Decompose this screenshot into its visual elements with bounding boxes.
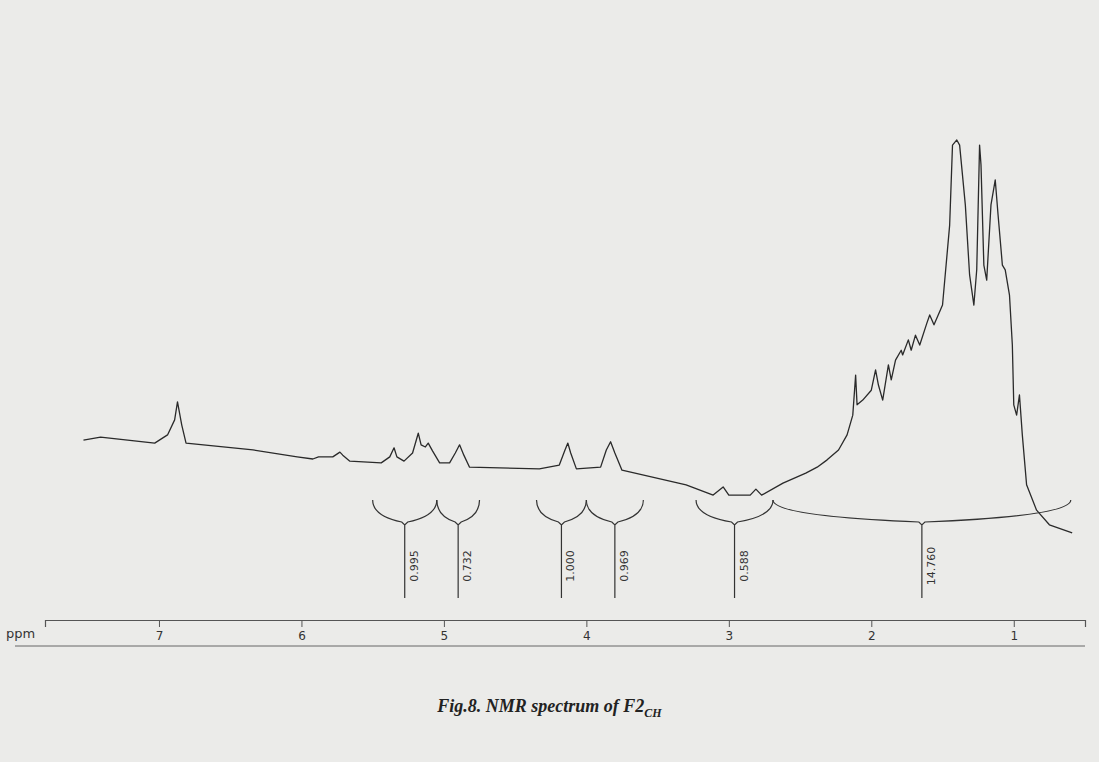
integral-label: 0.969 bbox=[618, 550, 631, 582]
integral-bracket bbox=[537, 500, 587, 598]
tick-mark bbox=[301, 620, 302, 627]
tick: 6 bbox=[298, 620, 306, 643]
caption-subscript: CH bbox=[644, 706, 662, 720]
axis-title: ppm bbox=[6, 626, 35, 641]
tick: 1 bbox=[1010, 620, 1018, 643]
tick: 2 bbox=[868, 620, 876, 643]
integral-bracket bbox=[437, 500, 480, 598]
tick-label: 2 bbox=[868, 629, 876, 643]
tick: 7 bbox=[156, 620, 164, 643]
integral-label: 1.000 bbox=[564, 550, 577, 582]
tick-mark bbox=[1014, 620, 1015, 627]
axis-line bbox=[46, 621, 1086, 628]
integral-label: 0.732 bbox=[461, 550, 474, 582]
tick-label: 1 bbox=[1010, 629, 1018, 643]
tick-label: 3 bbox=[726, 629, 734, 643]
plot-area bbox=[83, 140, 1072, 533]
axis-rule bbox=[15, 646, 1085, 647]
tick-mark bbox=[871, 620, 872, 627]
integral-bracket bbox=[696, 500, 773, 598]
integral-bracket bbox=[373, 500, 437, 598]
integrals: 0.995 0.732 1.000 0.969 0.588 14.760 bbox=[373, 500, 1071, 598]
tick-label: 6 bbox=[298, 629, 306, 643]
tick-mark bbox=[444, 620, 445, 627]
tick-mark bbox=[729, 620, 730, 627]
tick-label: 4 bbox=[583, 629, 591, 643]
tick: 3 bbox=[726, 620, 734, 643]
tick-label: 7 bbox=[156, 629, 164, 643]
caption: Fig.8. NMR spectrum of F2CH bbox=[436, 696, 662, 720]
background bbox=[0, 0, 1099, 762]
integral-bracket bbox=[586, 500, 643, 598]
integral-label: 14.760 bbox=[925, 547, 938, 586]
chart: 7 6 5 4 3 2 1 ppm 0.995 0.732 1.000 0.969 0.588 14.76… bbox=[0, 0, 1099, 762]
spectrum-line bbox=[83, 140, 1072, 533]
integral-bracket bbox=[773, 500, 1071, 598]
integral-label: 0.588 bbox=[738, 550, 751, 582]
integral-label: 0.995 bbox=[408, 550, 421, 582]
tick-label: 5 bbox=[441, 629, 449, 643]
tick-mark bbox=[159, 620, 160, 627]
x-axis: 7 6 5 4 3 2 1 bbox=[46, 620, 1086, 643]
caption-text: Fig.8. NMR spectrum of F2 bbox=[436, 696, 644, 716]
tick-mark bbox=[586, 620, 587, 627]
tick: 4 bbox=[583, 620, 591, 643]
tick: 5 bbox=[441, 620, 449, 643]
